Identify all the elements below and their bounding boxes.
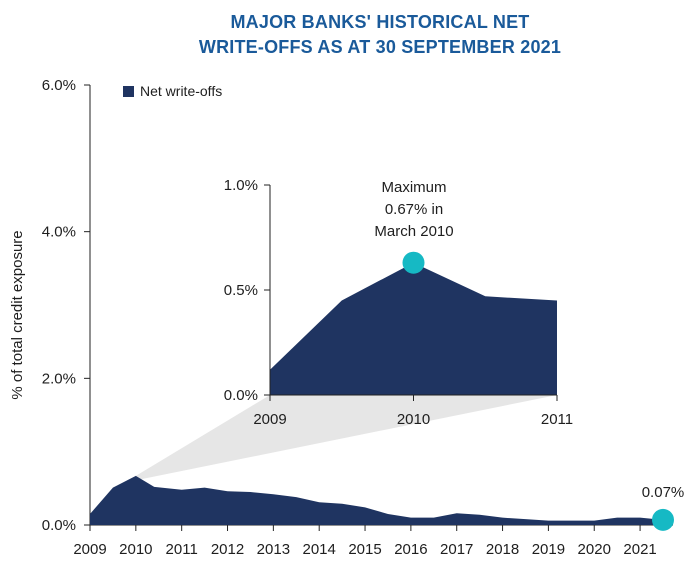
x-tick-label: 2020 [578, 541, 611, 558]
y-axis-label: % of total credit exposure [9, 230, 26, 399]
inset-x-tick-label: 2011 [541, 411, 573, 428]
chart-title: MAJOR BANKS' HISTORICAL NET WRITE-OFFS A… [0, 10, 700, 60]
x-tick-label: 2009 [73, 541, 106, 558]
area-series-net-write-offs [90, 475, 663, 525]
zoom-wedge [135, 395, 557, 480]
x-tick-label: 2014 [303, 541, 336, 558]
x-tick-label: 2011 [166, 541, 198, 558]
x-tick-label: 2010 [119, 541, 152, 558]
x-tick-label: 2013 [257, 541, 290, 558]
inset-annotation-line: 0.67% in [385, 201, 443, 218]
end-value-label: 0.07% [642, 484, 685, 501]
chart-title-line-2: WRITE-OFFS AS AT 30 SEPTEMBER 2021 [198, 37, 562, 57]
end-value-marker [652, 508, 674, 531]
inset-area-series [270, 262, 557, 395]
inset-y-tick-label: 1.0% [224, 177, 258, 194]
legend-swatch [123, 86, 134, 97]
y-tick-label: 4.0% [42, 224, 76, 241]
x-tick-label: 2019 [532, 541, 565, 558]
inset-max-marker [402, 251, 425, 274]
x-tick-label: 2018 [486, 541, 519, 558]
x-tick-label: 2015 [348, 541, 381, 558]
x-tick-label: 2021 [623, 541, 656, 558]
inset-x-tick-label: 2009 [253, 411, 286, 428]
y-tick-label: 2.0% [42, 370, 76, 387]
inset-annotation-line: March 2010 [374, 223, 453, 240]
y-tick-label: 0.0% [42, 517, 76, 534]
y-tick-label: 6.0% [42, 77, 76, 94]
inset-y-tick-label: 0.5% [224, 282, 258, 299]
x-tick-label: 2012 [211, 541, 244, 558]
x-tick-label: 2016 [394, 541, 427, 558]
inset-y-tick-label: 0.0% [224, 387, 258, 404]
chart-title-line-1: MAJOR BANKS' HISTORICAL NET [230, 12, 530, 32]
inset-x-tick-label: 2010 [397, 411, 430, 428]
inset-annotation-line: Maximum [381, 179, 446, 196]
x-tick-label: 2017 [440, 541, 473, 558]
legend-label: Net write-offs [140, 83, 222, 99]
